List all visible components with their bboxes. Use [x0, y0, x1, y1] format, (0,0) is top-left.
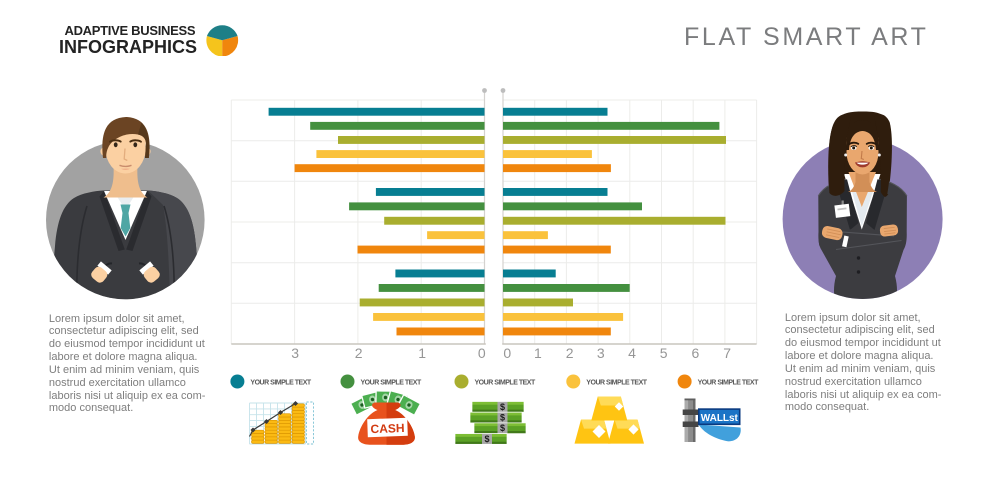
- svg-text:2: 2: [566, 345, 574, 361]
- svg-text:$: $: [500, 423, 505, 433]
- svg-text:YOUR SIMPLE TEXT: YOUR SIMPLE TEXT: [250, 379, 311, 386]
- svg-text:6: 6: [692, 345, 700, 361]
- svg-text:CASH: CASH: [370, 421, 404, 436]
- svg-text:YOUR SIMPLE TEXT: YOUR SIMPLE TEXT: [361, 379, 422, 386]
- svg-text:YOUR SIMPLE TEXT: YOUR SIMPLE TEXT: [475, 379, 536, 386]
- svg-text:0: 0: [503, 345, 511, 361]
- svg-text:YOUR SIMPLE TEXT: YOUR SIMPLE TEXT: [698, 379, 759, 386]
- svg-text:5: 5: [660, 345, 668, 361]
- svg-text:7: 7: [723, 345, 731, 361]
- svg-text:3: 3: [291, 345, 299, 361]
- svg-text:4: 4: [628, 345, 636, 361]
- svg-text:1: 1: [534, 345, 542, 361]
- svg-text:0: 0: [478, 345, 486, 361]
- svg-text:3: 3: [597, 345, 605, 361]
- svg-text:WALLst: WALLst: [701, 413, 739, 424]
- svg-text:YOUR SIMPLE TEXT: YOUR SIMPLE TEXT: [586, 379, 647, 386]
- svg-text:$: $: [484, 434, 489, 444]
- svg-text:$: $: [500, 413, 505, 423]
- svg-text:1: 1: [418, 345, 426, 361]
- svg-text:2: 2: [355, 345, 363, 361]
- svg-text:$: $: [500, 402, 505, 412]
